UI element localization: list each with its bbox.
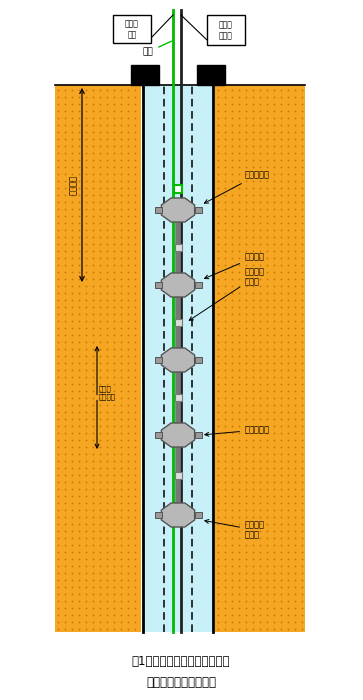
- Bar: [207, 15, 245, 45]
- Bar: [155, 512, 162, 518]
- Polygon shape: [162, 348, 195, 372]
- Bar: [143, 85, 213, 632]
- Text: 圧力表
示器: 圧力表 示器: [125, 19, 139, 39]
- Bar: [195, 357, 201, 363]
- Text: 無孔部・
過水材: 無孔部・ 過水材: [189, 267, 265, 321]
- Bar: [195, 282, 201, 288]
- Polygon shape: [162, 273, 195, 297]
- Bar: [215, 85, 305, 632]
- Bar: [155, 357, 162, 363]
- Polygon shape: [162, 503, 195, 527]
- Bar: [175, 319, 182, 326]
- Text: パッカー: パッカー: [205, 253, 265, 279]
- Bar: [155, 432, 162, 438]
- Text: コンプ
レッサ: コンプ レッサ: [219, 20, 233, 40]
- Bar: [175, 244, 182, 251]
- Bar: [195, 432, 201, 438]
- Bar: [175, 394, 182, 401]
- Text: 有孔ケー
シング: 有孔ケー シング: [205, 519, 265, 540]
- Bar: [175, 472, 182, 479]
- Text: 採水ポンプ: 採水ポンプ: [204, 171, 270, 203]
- Bar: [195, 512, 201, 518]
- Text: 試験深度: 試験深度: [69, 175, 78, 195]
- Bar: [155, 282, 162, 288]
- Text: 圧力センサ: 圧力センサ: [205, 426, 270, 436]
- Bar: [55, 85, 141, 632]
- Bar: [195, 207, 201, 213]
- Polygon shape: [162, 423, 195, 447]
- Text: 採水: 採水: [143, 41, 171, 57]
- Bar: [174, 185, 182, 193]
- Text: 試験区
間長１ｍ: 試験区 間長１ｍ: [99, 386, 116, 400]
- Bar: [197, 65, 225, 85]
- Bar: [155, 207, 162, 213]
- Bar: [113, 15, 151, 43]
- Bar: [131, 65, 159, 85]
- Polygon shape: [162, 198, 195, 222]
- Text: 図1　区間過断構造の観測井と
　パッカー付きゾンデ: 図1 区間過断構造の観測井と パッカー付きゾンデ: [132, 655, 230, 689]
